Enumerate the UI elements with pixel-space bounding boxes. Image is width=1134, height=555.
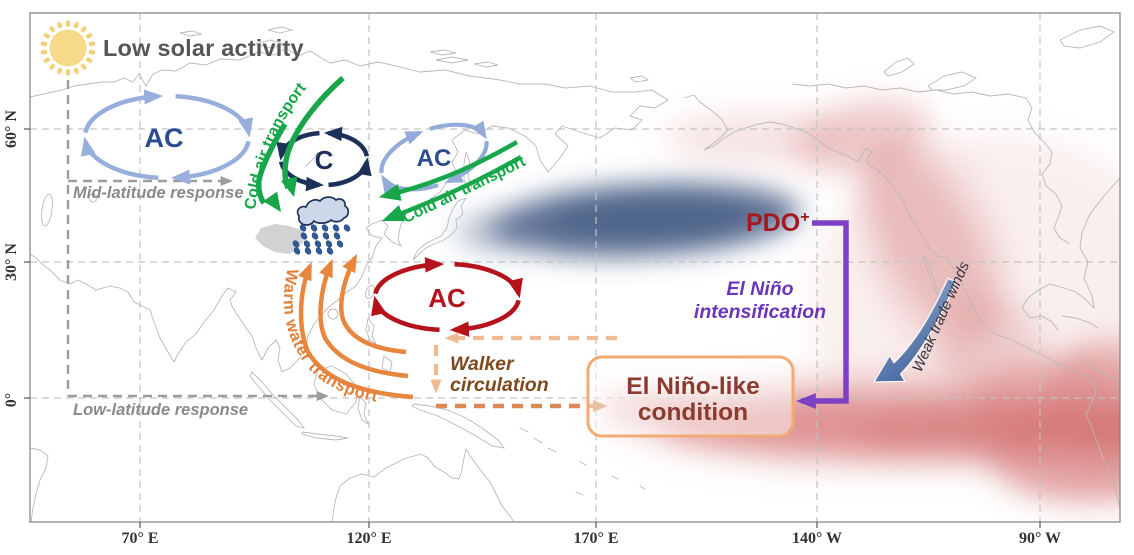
svg-text:condition: condition <box>638 399 748 426</box>
svg-text:AC: AC <box>428 283 466 313</box>
svg-text:circulation: circulation <box>450 374 549 396</box>
svg-text:Low solar activity: Low solar activity <box>103 35 304 61</box>
svg-text:140° W: 140° W <box>792 530 842 547</box>
svg-text:120° E: 120° E <box>346 530 391 547</box>
svg-text:intensification: intensification <box>694 301 826 323</box>
svg-text:C: C <box>315 145 334 175</box>
svg-text:Low-latitude response: Low-latitude response <box>73 401 248 419</box>
svg-text:60° N: 60° N <box>3 110 20 148</box>
svg-text:AC: AC <box>417 145 452 172</box>
svg-text:El Niño-like: El Niño-like <box>626 373 759 400</box>
svg-text:170° E: 170° E <box>573 530 618 547</box>
svg-text:AC: AC <box>145 123 184 153</box>
svg-text:90° W: 90° W <box>1019 530 1061 547</box>
svg-text:70° E: 70° E <box>121 530 158 547</box>
svg-text:PDO+: PDO+ <box>746 209 810 237</box>
svg-text:30° N: 30° N <box>3 243 20 281</box>
svg-text:Walker: Walker <box>450 353 515 375</box>
svg-text:0°: 0° <box>3 393 20 407</box>
svg-text:Mid-latitude response: Mid-latitude response <box>73 184 244 202</box>
svg-text:El Niño: El Niño <box>726 278 793 300</box>
